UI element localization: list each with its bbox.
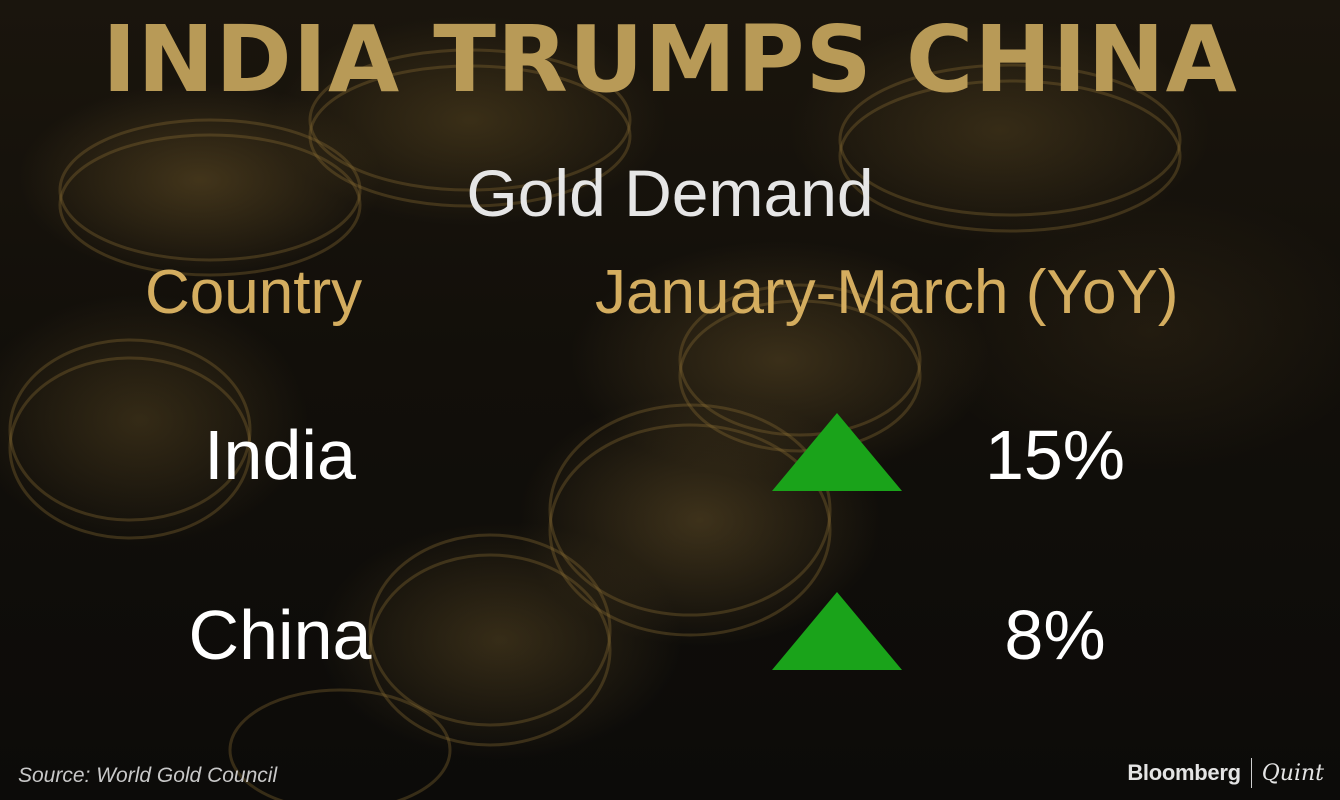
subtitle: Gold Demand — [466, 156, 874, 230]
up-arrow-icon — [772, 413, 902, 491]
brand-logo: Bloomberg Quint — [1127, 758, 1324, 788]
country-china: China — [188, 596, 372, 674]
country-india: India — [204, 416, 356, 494]
value-india: 15% — [984, 416, 1126, 494]
headline: INDIA TRUMPS CHINA — [102, 6, 1238, 113]
column-header-country: Country — [145, 258, 363, 327]
brand-primary: Bloomberg — [1127, 760, 1241, 785]
brand-divider — [1250, 758, 1252, 788]
source-note: Source: World Gold Council — [18, 764, 278, 787]
column-header-period: January-March (YoY) — [595, 258, 1179, 327]
value-china: 8% — [1004, 596, 1106, 674]
up-arrow-icon — [772, 592, 902, 670]
brand-secondary: Quint — [1261, 760, 1324, 786]
